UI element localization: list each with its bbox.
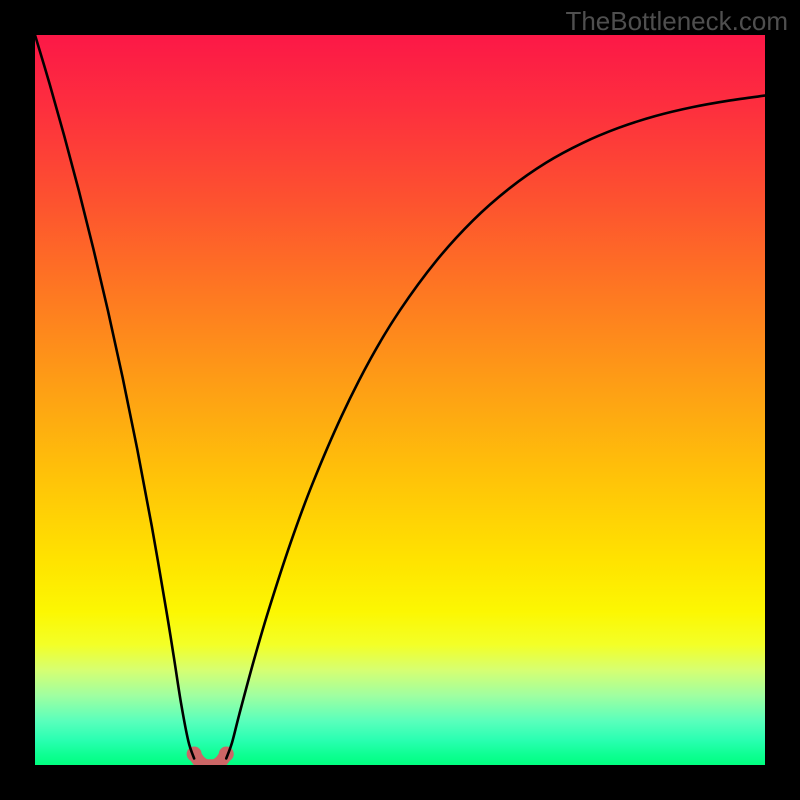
chart-svg bbox=[35, 35, 765, 765]
watermark-text: TheBottleneck.com bbox=[565, 6, 788, 37]
gradient-background bbox=[35, 35, 765, 765]
plot-area bbox=[35, 35, 765, 765]
